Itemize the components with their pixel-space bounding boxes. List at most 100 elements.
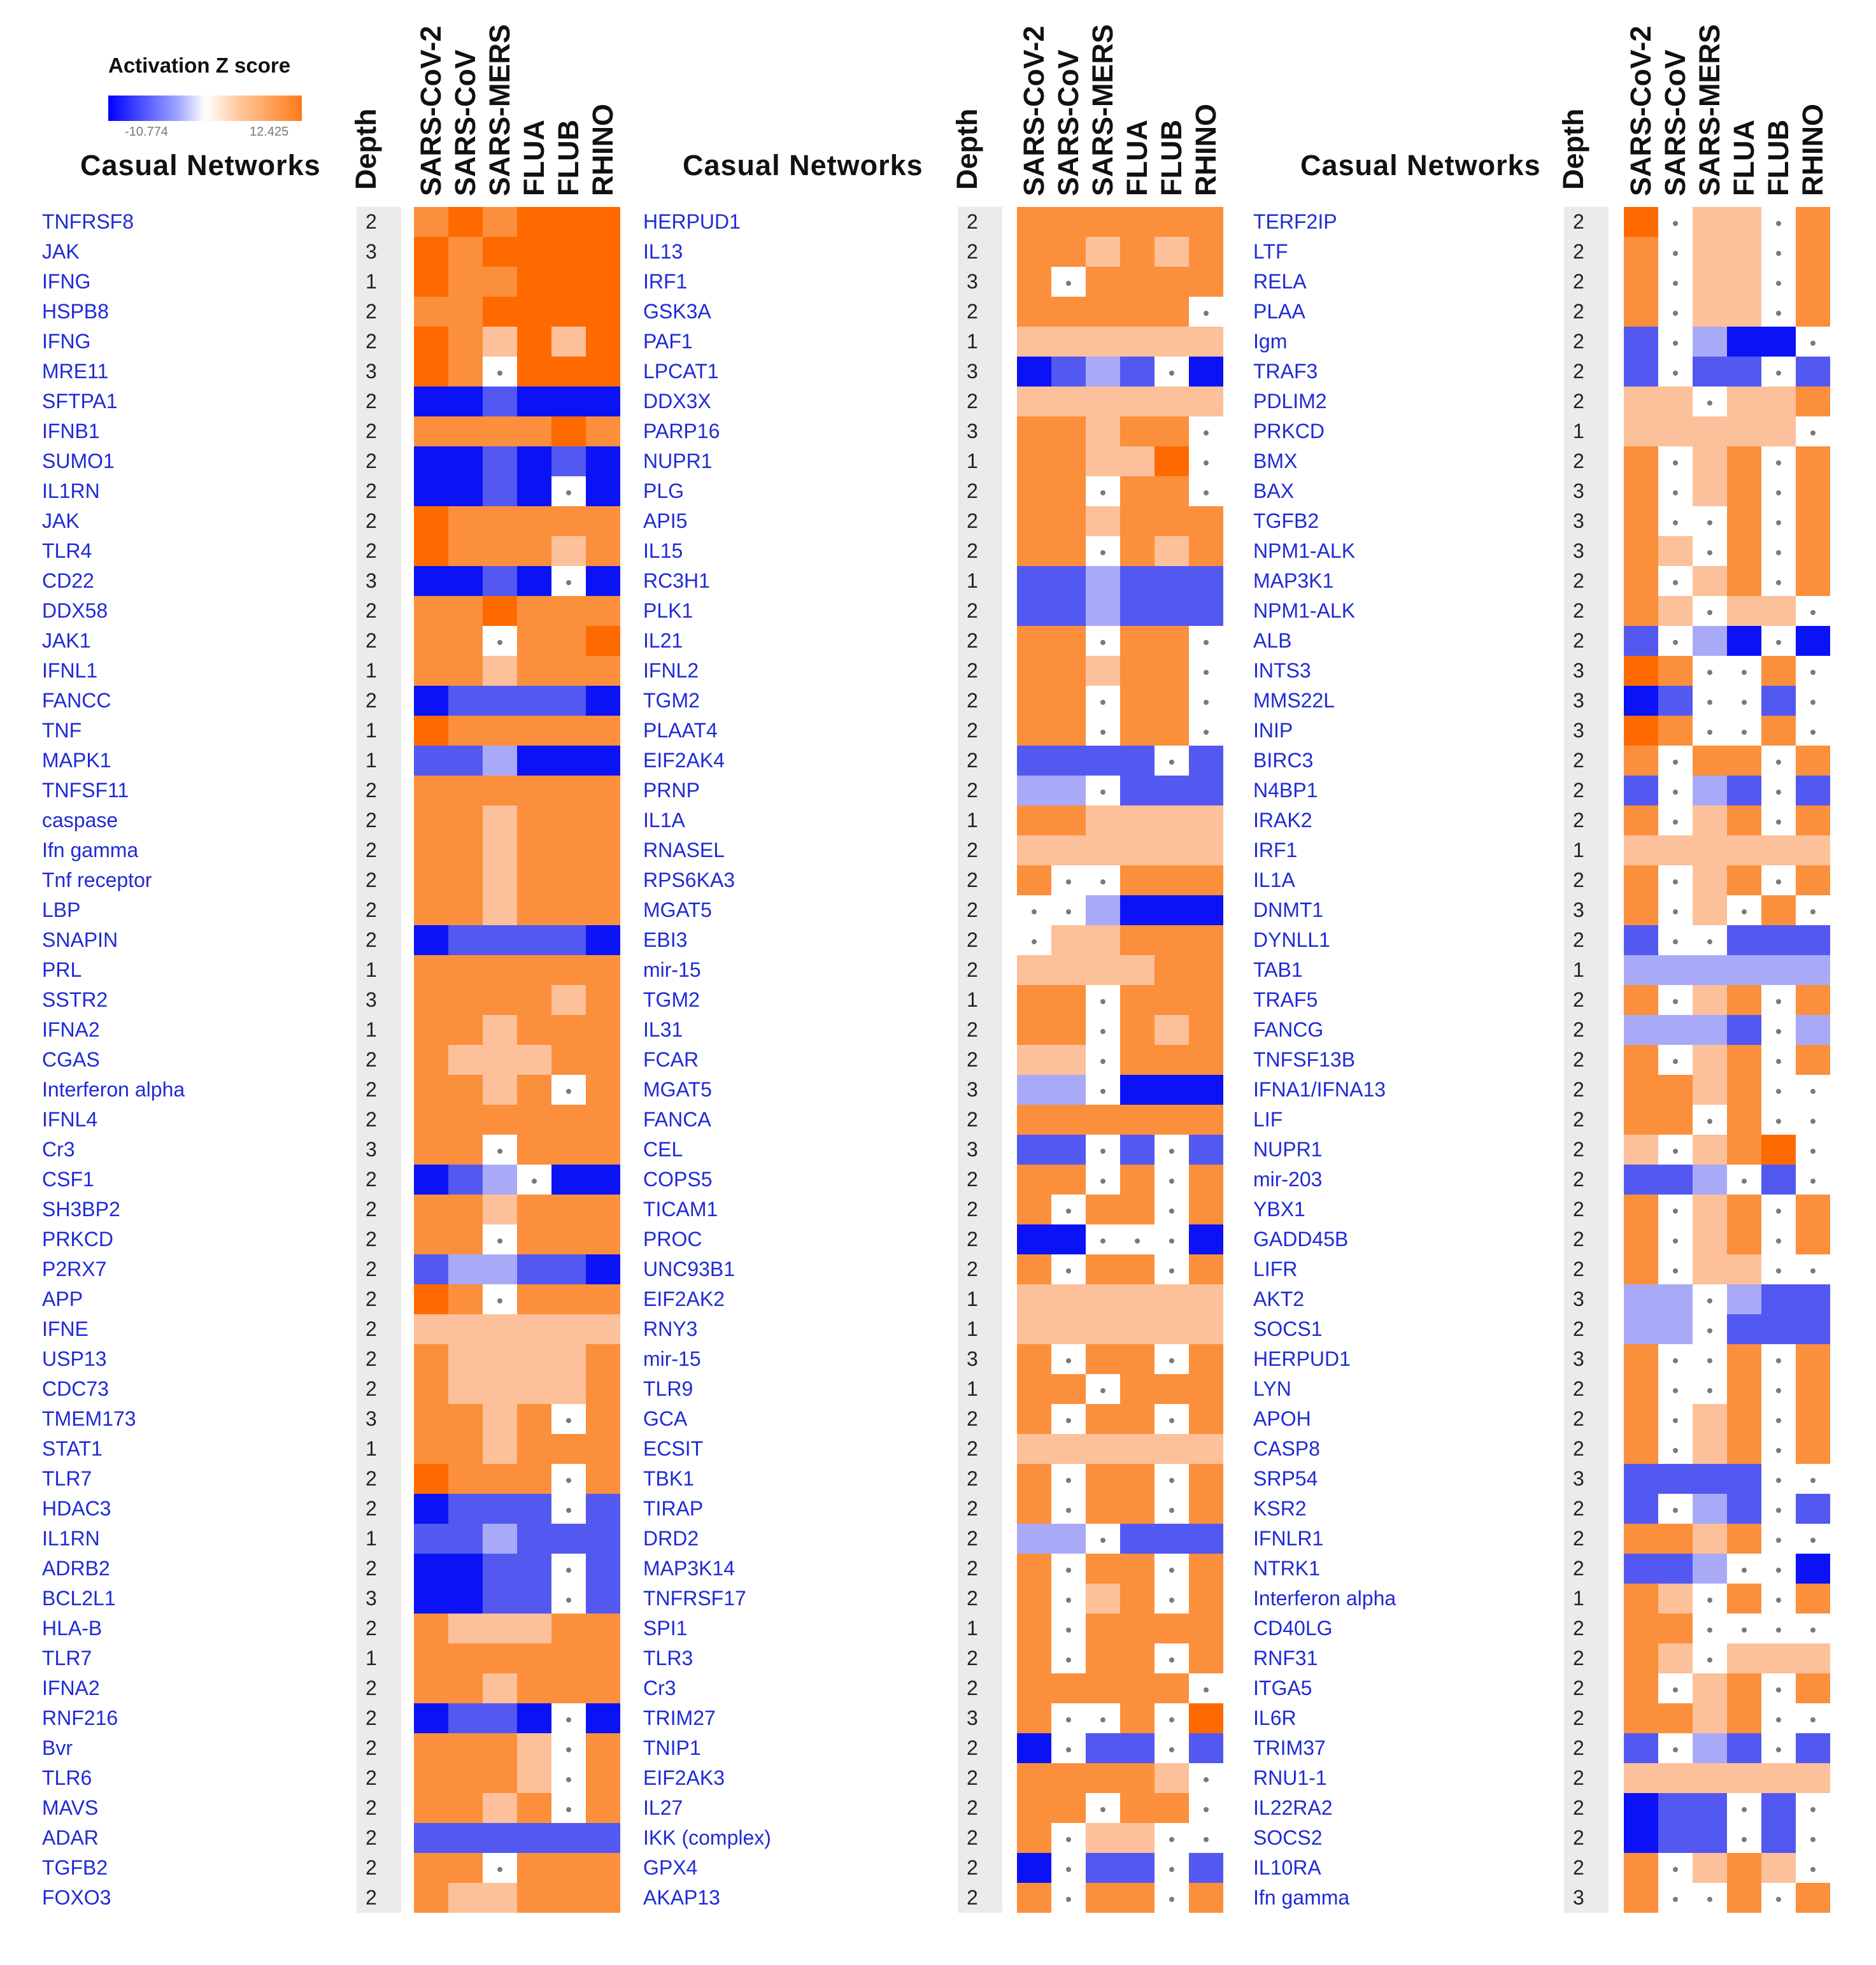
not-significant-dot — [1776, 1627, 1781, 1633]
row-label: USP13 — [42, 1347, 107, 1370]
row-depth: 2 — [366, 1557, 377, 1580]
heatmap-cell — [1693, 506, 1727, 536]
heatmap-cell — [1051, 716, 1086, 746]
heatmap-cell — [1051, 1254, 1086, 1284]
heatmap-cell — [1727, 925, 1761, 955]
column-header-sars-mers: SARS-MERS — [1693, 24, 1726, 196]
heatmap-cell — [1120, 237, 1155, 267]
heatmap-cell — [1051, 1045, 1086, 1075]
not-significant-dot — [1776, 1268, 1781, 1273]
not-significant-dot — [566, 1567, 571, 1573]
heatmap-cell — [1189, 387, 1223, 416]
heatmap-cell — [483, 805, 517, 835]
column-header-sars-cov: SARS-CoV — [1659, 49, 1691, 196]
not-significant-dot — [1673, 520, 1678, 525]
not-significant-dot — [566, 1597, 571, 1603]
row-label: TICAM1 — [643, 1198, 718, 1221]
not-significant-dot — [1776, 879, 1781, 884]
heatmap-cell — [1761, 656, 1796, 686]
heatmap-cell — [517, 1584, 551, 1614]
heatmap-cell — [448, 1344, 483, 1374]
row-label: IL22RA2 — [1253, 1796, 1333, 1819]
heatmap-cell — [1796, 716, 1830, 746]
row-depth: 2 — [967, 1826, 978, 1849]
heatmap-cell — [1189, 985, 1223, 1015]
row-depth: 2 — [1573, 809, 1584, 832]
heatmap-cell — [586, 596, 620, 626]
heatmap-cell — [517, 1434, 551, 1464]
row-label: CD40LG — [1253, 1617, 1333, 1640]
row-label: FANCG — [1253, 1018, 1324, 1041]
not-significant-dot — [1776, 550, 1781, 555]
heatmap-cell — [1017, 1045, 1051, 1075]
heatmap-cell — [1693, 1494, 1727, 1524]
heatmap-cell — [1120, 357, 1155, 387]
heatmap-cell — [1693, 1823, 1727, 1853]
row-label: ADRB2 — [42, 1557, 110, 1580]
heatmap-cell — [1796, 1284, 1830, 1314]
heatmap-cell — [1693, 1284, 1727, 1314]
heatmap-cell — [483, 1105, 517, 1135]
row-label: Cr3 — [643, 1677, 676, 1699]
heatmap-cell — [1155, 1793, 1189, 1823]
not-significant-dot — [1742, 1836, 1747, 1842]
heatmap-cell — [1051, 237, 1086, 267]
heatmap-cell — [517, 237, 551, 267]
row-label: TRAF3 — [1253, 360, 1318, 383]
row-depth: 2 — [967, 1168, 978, 1191]
heatmap-cell — [1086, 1524, 1120, 1554]
row-depth: 2 — [1573, 749, 1584, 772]
heatmap-cell — [1155, 1584, 1189, 1614]
row-depth: 1 — [366, 1018, 377, 1041]
heatmap-cell — [483, 955, 517, 985]
heatmap-cell — [1086, 626, 1120, 656]
row-depth: 3 — [366, 1407, 377, 1430]
heatmap-cell — [1120, 1434, 1155, 1464]
heatmap-cell — [1624, 1733, 1658, 1763]
not-significant-dot — [1810, 1717, 1816, 1722]
heatmap-cell — [517, 895, 551, 925]
heatmap-cell — [448, 446, 483, 476]
column-header-sars-cov-2: SARS-CoV-2 — [1018, 25, 1050, 196]
heatmap-cell — [517, 776, 551, 805]
heatmap-cell — [1761, 596, 1796, 626]
heatmap-cell — [483, 1015, 517, 1045]
heatmap-cell — [517, 1883, 551, 1913]
heatmap-cell — [1658, 476, 1693, 506]
not-significant-dot — [1204, 639, 1209, 645]
row-label: P2RX7 — [42, 1258, 107, 1280]
heatmap-cell — [1693, 1045, 1727, 1075]
row-depth: 1 — [1573, 1587, 1584, 1610]
heatmap-cell — [586, 1464, 620, 1494]
heatmap-cell — [1796, 1793, 1830, 1823]
heatmap-cell — [1017, 1075, 1051, 1105]
row-label: MAP3K1 — [1253, 569, 1334, 592]
heatmap-cell — [1017, 1314, 1051, 1344]
heatmap-cell — [1051, 1494, 1086, 1524]
heatmap-cell — [1051, 1314, 1086, 1344]
heatmap-cell — [1189, 1374, 1223, 1404]
heatmap-cell — [448, 1075, 483, 1105]
not-significant-dot — [1776, 370, 1781, 376]
heatmap-cell — [1155, 267, 1189, 297]
heatmap-cell — [1727, 506, 1761, 536]
heatmap-cell — [1017, 1374, 1051, 1404]
heatmap-cell — [551, 895, 586, 925]
heatmap-cell — [1120, 536, 1155, 566]
legend-min-label: -10.774 — [125, 125, 168, 139]
row-depth: 2 — [366, 1048, 377, 1071]
heatmap-cell — [1017, 1554, 1051, 1584]
row-depth: 3 — [1573, 1886, 1584, 1909]
heatmap-cell — [1658, 1823, 1693, 1853]
heatmap-cell — [1727, 1344, 1761, 1374]
not-significant-dot — [1673, 879, 1678, 884]
heatmap-cell — [1155, 536, 1189, 566]
row-label: JAK1 — [42, 629, 91, 652]
not-significant-dot — [566, 1088, 571, 1094]
column-header-sars-cov: SARS-CoV — [1052, 49, 1084, 196]
not-significant-dot — [1776, 1717, 1781, 1722]
heatmap-cell — [1086, 776, 1120, 805]
row-depth: 1 — [366, 1647, 377, 1670]
heatmap-cell — [1189, 1614, 1223, 1643]
heatmap-cell — [1693, 1524, 1727, 1554]
